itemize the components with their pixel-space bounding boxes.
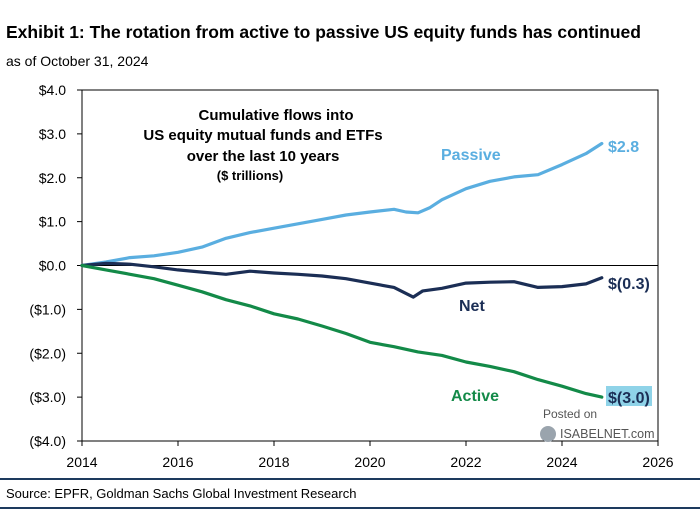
x-tick-label: 2022 [450,454,481,470]
source-note: Source: EPFR, Goldman Sachs Global Inves… [6,486,357,501]
series-label-active: Active [451,388,499,405]
series-line-passive [80,141,604,268]
y-tick-label: ($2.0) [29,345,66,361]
annotation-line-2: US equity mutual funds and ETFs [143,127,382,144]
chart-subtitle: as of October 31, 2024 [6,53,149,69]
series-label-net: Net [459,298,485,315]
y-tick-label: ($1.0) [29,301,66,317]
y-tick-label: $2.0 [39,170,66,186]
y-tick-label: $4.0 [39,82,66,98]
y-tick-label: $3.0 [39,126,66,142]
x-tick-label: 2016 [162,454,193,470]
watermark-line-2: ISABELNET.com [560,427,654,441]
watermark-line-1: Posted on [543,407,597,421]
y-tick-label: $1.0 [39,214,66,230]
axes: $4.0 $3.0 $2.0 $1.0 $0.0 ($1.0) ($2.0) ($3.0) ($… [29,82,673,470]
annotation-line-3: over the last 10 years [187,148,340,165]
end-label-active: $(3.0) [608,390,650,407]
x-tick-label: 2024 [546,454,577,470]
end-label-passive: $2.8 [608,139,639,156]
series-label-passive: Passive [441,147,501,164]
source-divider-top [0,478,700,480]
active-end-highlight [606,386,652,406]
annotation-line-4: ($ trillions) [217,168,283,183]
chart-title: Exhibit 1: The rotation from active to p… [6,22,641,42]
x-tick-label: 2020 [354,454,385,470]
end-label-net: $(0.3) [608,276,650,293]
x-tick-label: 2018 [258,454,289,470]
source-divider-bottom [0,507,700,509]
x-tick-label: 2026 [642,454,673,470]
labels: Cumulative flows into US equity mutual f… [143,107,654,442]
series-lines [80,141,604,399]
y-tick-label: ($3.0) [29,389,66,405]
series-line-net [80,261,604,299]
x-tick-label: 2014 [66,454,97,470]
y-tick-label: ($4.0) [29,433,66,449]
watermark: Posted on ISABELNET.com [540,407,654,442]
globe-icon [540,426,556,442]
annotation-line-1: Cumulative flows into [198,107,353,124]
series-line-active [80,263,604,399]
y-tick-label: $0.0 [39,258,66,274]
